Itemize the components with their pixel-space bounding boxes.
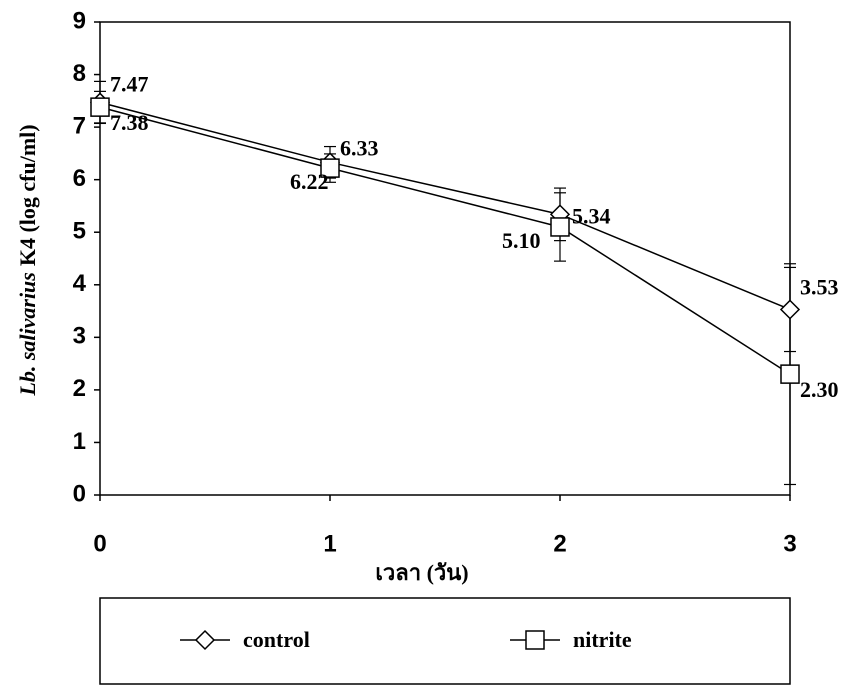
series-line [100,102,790,309]
x-tick-label: 2 [553,530,566,557]
data-label: 3.53 [800,275,839,300]
y-tick-label: 8 [73,60,86,87]
series-line [100,107,790,374]
y-axis-label-italic: Lb. salivarius [15,272,40,396]
y-tick-label: 4 [73,270,87,297]
y-tick-label: 5 [73,218,86,245]
legend-label: control [243,627,310,652]
plot-frame [100,22,790,495]
data-label: 7.47 [110,71,149,96]
y-tick-label: 3 [73,323,86,350]
point-marker [781,300,799,318]
x-tick-label: 3 [783,530,796,557]
legend-marker [526,631,544,649]
data-label: 6.22 [290,169,329,194]
data-label: 6.33 [340,135,379,160]
y-axis-label: Lb. salivarius K4 (log cfu/ml) [15,124,40,396]
y-tick-label: 2 [73,375,86,402]
x-axis-label: เวลา (วัน) [375,560,468,585]
y-tick-label: 1 [73,428,86,455]
y-axis-label-rest: K4 (log cfu/ml) [15,124,40,266]
y-tick-label: 7 [73,112,86,139]
point-marker [551,218,569,236]
legend-label: nitrite [573,627,632,652]
data-label: 7.38 [110,110,149,135]
point-marker [781,365,799,383]
data-label: 2.30 [800,377,839,402]
y-tick-label: 6 [73,165,86,192]
point-marker [91,98,109,116]
y-tick-label: 9 [73,7,86,34]
x-tick-label: 0 [93,530,106,557]
x-tick-label: 1 [323,530,336,557]
y-tick-label: 0 [73,480,86,507]
data-label: 5.34 [572,203,611,228]
chart: เวลา (วัน) Lb. salivarius K4 (log cfu/ml)… [0,0,845,692]
data-label: 5.10 [502,228,541,253]
